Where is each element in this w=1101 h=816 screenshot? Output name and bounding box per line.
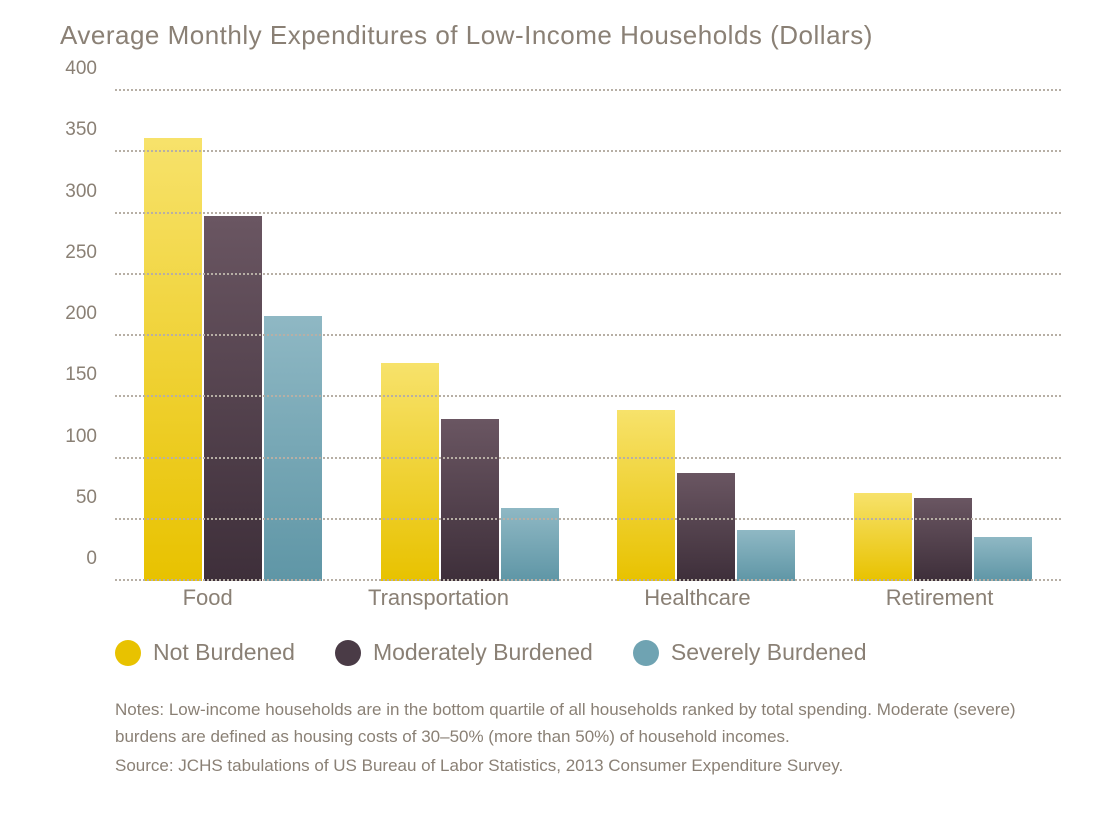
y-tick: 400: [65, 58, 97, 80]
y-tick: 100: [65, 426, 97, 448]
x-label: Healthcare: [644, 585, 750, 611]
grid-line: [115, 334, 1061, 336]
x-label: Food: [183, 585, 233, 611]
y-tick: 300: [65, 181, 97, 203]
plot-area: [115, 91, 1061, 581]
legend-label: Not Burdened: [153, 639, 295, 666]
y-tick: 50: [76, 487, 97, 509]
bar: [204, 216, 262, 581]
legend: Not Burdened Moderately Burdened Severely …: [115, 639, 1071, 666]
bar: [441, 419, 499, 581]
grid-line: [115, 457, 1061, 459]
y-tick: 250: [65, 242, 97, 264]
grid-line: [115, 150, 1061, 152]
y-tick: 0: [86, 548, 97, 570]
y-tick: 200: [65, 303, 97, 325]
bar: [854, 493, 912, 581]
grid-line: [115, 579, 1061, 581]
legend-item: Severely Burdened: [633, 639, 867, 666]
grid-line: [115, 395, 1061, 397]
legend-swatch: [115, 640, 141, 666]
y-tick: 150: [65, 364, 97, 386]
bar-group: [144, 138, 322, 581]
chart-title: Average Monthly Expenditures of Low-Inco…: [60, 20, 1071, 51]
grid-line: [115, 518, 1061, 520]
bar: [144, 138, 202, 581]
x-label: Transportation: [368, 585, 509, 611]
bar: [914, 498, 972, 581]
chart-area: 050100150200250300350400 FoodTransportat…: [60, 91, 1061, 611]
bar: [264, 316, 322, 581]
bar: [974, 537, 1032, 581]
bar: [677, 473, 735, 581]
legend-label: Severely Burdened: [671, 639, 867, 666]
bar: [737, 530, 795, 581]
legend-item: Not Burdened: [115, 639, 295, 666]
legend-label: Moderately Burdened: [373, 639, 593, 666]
grid-line: [115, 273, 1061, 275]
notes-text: Notes: Low-income households are in the …: [115, 696, 1031, 750]
x-label: Retirement: [886, 585, 994, 611]
bar-group: [854, 493, 1032, 581]
source-text: Source: JCHS tabulations of US Bureau of…: [115, 752, 1031, 779]
y-axis: 050100150200250300350400: [60, 91, 105, 581]
footnotes: Notes: Low-income households are in the …: [115, 696, 1031, 780]
x-axis-labels: Food Transportation Healthcare Retirement: [115, 585, 1061, 611]
y-tick: 350: [65, 119, 97, 141]
grid-line: [115, 89, 1061, 91]
legend-swatch: [335, 640, 361, 666]
legend-swatch: [633, 640, 659, 666]
grid-line: [115, 212, 1061, 214]
legend-item: Moderately Burdened: [335, 639, 593, 666]
bar-group: [617, 410, 795, 582]
bar: [617, 410, 675, 582]
bar-groups: [115, 91, 1061, 581]
